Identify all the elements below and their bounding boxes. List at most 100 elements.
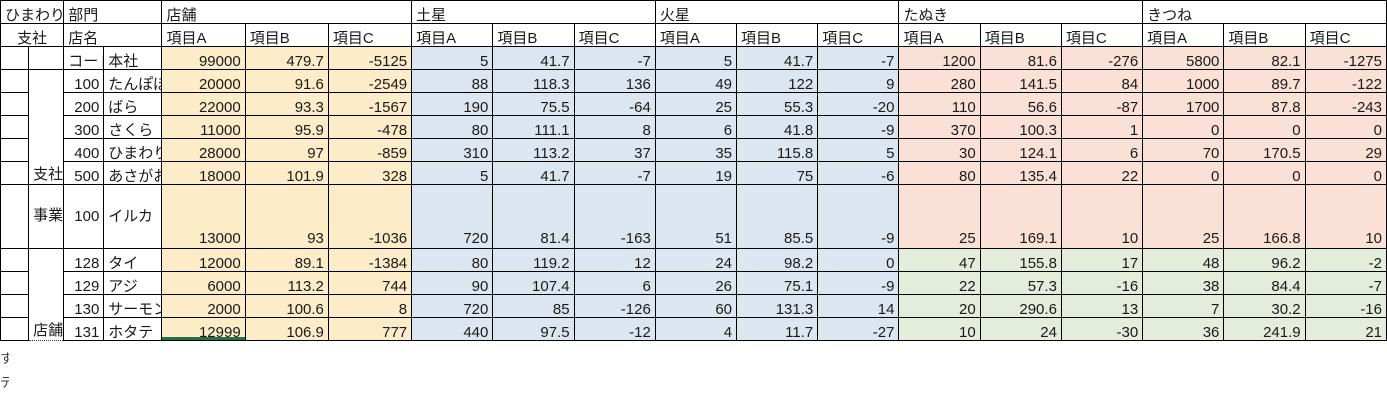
cell-r11-c3[interactable]: 777: [327, 317, 413, 341]
cell-r9-c5[interactable]: 107.4: [492, 271, 575, 295]
cell-r2-c5[interactable]: 118.3: [492, 69, 575, 93]
cell-r7-c11[interactable]: 169.1: [979, 184, 1062, 249]
cell-r4-c3[interactable]: -478: [327, 115, 413, 139]
cell-r1-c14[interactable]: 82.1: [1223, 46, 1306, 70]
cell-r8-c14[interactable]: 96.2: [1223, 248, 1306, 272]
cell-r6-c6[interactable]: -7: [573, 161, 656, 185]
row-code[interactable]: 129: [63, 271, 105, 295]
cell-r2-c3[interactable]: -2549: [327, 69, 413, 93]
cell-r5-c6[interactable]: 37: [573, 138, 656, 162]
cell-r1-c6[interactable]: -7: [573, 46, 656, 70]
cell-r10-c3[interactable]: 8: [327, 294, 413, 318]
cell-r3-c7[interactable]: 25: [654, 92, 738, 116]
cell-r4-c10[interactable]: 370: [898, 115, 981, 139]
active-cell[interactable]: 12999: [161, 317, 246, 341]
cell-r8-c4[interactable]: 80: [411, 248, 494, 272]
cell-r6-c9[interactable]: -6: [817, 161, 900, 185]
cell-r4-c2[interactable]: 95.9: [244, 115, 329, 139]
cell-r4-c5[interactable]: 111.1: [492, 115, 575, 139]
cell-r9-c15[interactable]: -7: [1304, 271, 1387, 295]
cell-r2-c14[interactable]: 89.7: [1223, 69, 1306, 93]
cell-r5-c12[interactable]: 6: [1060, 138, 1144, 162]
cell-r9-c13[interactable]: 38: [1142, 271, 1225, 295]
cell-r6-c3[interactable]: 328: [327, 161, 413, 185]
cell-r11-c14[interactable]: 241.9: [1223, 317, 1306, 341]
cell-r8-c15[interactable]: -2: [1304, 248, 1387, 272]
cell-r3-c4[interactable]: 190: [411, 92, 494, 116]
cell-r4-c12[interactable]: 1: [1060, 115, 1144, 139]
cell-r9-c2[interactable]: 113.2: [244, 271, 329, 295]
cell-r11-c7[interactable]: 4: [654, 317, 738, 341]
row-code[interactable]: 300: [63, 115, 105, 139]
cell-r2-c1[interactable]: 20000: [161, 69, 246, 93]
cell-r4-c8[interactable]: 41.8: [736, 115, 819, 139]
cell-r11-c12[interactable]: -30: [1060, 317, 1144, 341]
cell-r3-c15[interactable]: -243: [1304, 92, 1387, 116]
cell-r5-c10[interactable]: 30: [898, 138, 981, 162]
cell-r4-c1[interactable]: 11000: [161, 115, 246, 139]
cell-r1-c11[interactable]: 81.6: [979, 46, 1062, 70]
cell-r1-c8[interactable]: 41.7: [736, 46, 819, 70]
cell-r5-c11[interactable]: 124.1: [979, 138, 1062, 162]
cell-r3-c14[interactable]: 87.8: [1223, 92, 1306, 116]
cell-r3-c11[interactable]: 56.6: [979, 92, 1062, 116]
table-row[interactable]: 事業部100イルカ1300093-103672081.4-1635185.5-9…: [0, 184, 1387, 249]
cell-r5-c13[interactable]: 70: [1142, 138, 1225, 162]
cell-r6-c5[interactable]: 41.7: [492, 161, 575, 185]
cell-r3-c6[interactable]: -64: [573, 92, 656, 116]
cell-r1-c7[interactable]: 5: [654, 46, 738, 70]
cell-r5-c3[interactable]: -859: [327, 138, 413, 162]
cell-r3-c2[interactable]: 93.3: [244, 92, 329, 116]
cell-r8-c7[interactable]: 24: [654, 248, 738, 272]
cell-r6-c11[interactable]: 135.4: [979, 161, 1062, 185]
cell-r3-c8[interactable]: 55.3: [736, 92, 819, 116]
cell-r10-c15[interactable]: -16: [1304, 294, 1387, 318]
cell-r3-c10[interactable]: 110: [898, 92, 981, 116]
cell-r5-c9[interactable]: 5: [817, 138, 900, 162]
cell-r11-c9[interactable]: -27: [817, 317, 900, 341]
cell-r10-c1[interactable]: 2000: [161, 294, 246, 318]
cell-r2-c9[interactable]: 9: [817, 69, 900, 93]
cell-r9-c6[interactable]: 6: [573, 271, 656, 295]
row-code[interactable]: 100: [63, 69, 105, 93]
cell-r11-c5[interactable]: 97.5: [492, 317, 575, 341]
cell-r4-c13[interactable]: 0: [1142, 115, 1225, 139]
cell-r1-c2[interactable]: 479.7: [244, 46, 329, 70]
cell-r4-c7[interactable]: 6: [654, 115, 738, 139]
cell-r1-c12[interactable]: -276: [1060, 46, 1144, 70]
cell-r7-c10[interactable]: 25: [898, 184, 981, 249]
cell-r9-c1[interactable]: 6000: [161, 271, 246, 295]
cell-r7-c14[interactable]: 166.8: [1223, 184, 1306, 249]
cell-r6-c4[interactable]: 5: [411, 161, 494, 185]
cell-r1-c15[interactable]: -1275: [1304, 46, 1387, 70]
cell-r10-c4[interactable]: 720: [411, 294, 494, 318]
cell-r10-c5[interactable]: 85: [492, 294, 575, 318]
cell-r11-c15[interactable]: 21: [1304, 317, 1387, 341]
cell-r7-c12[interactable]: 10: [1060, 184, 1144, 249]
cell-r6-c13[interactable]: 0: [1142, 161, 1225, 185]
cell-r4-c6[interactable]: 8: [573, 115, 656, 139]
row-name[interactable]: ホタテ: [103, 317, 163, 341]
cell-r7-c5[interactable]: 81.4: [492, 184, 575, 249]
cell-r8-c10[interactable]: 47: [898, 248, 981, 272]
cell-r10-c2[interactable]: 100.6: [244, 294, 329, 318]
cell-r3-c1[interactable]: 22000: [161, 92, 246, 116]
cell-r5-c14[interactable]: 170.5: [1223, 138, 1306, 162]
cell-r3-c12[interactable]: -87: [1060, 92, 1144, 116]
cell-r7-c8[interactable]: 85.5: [736, 184, 819, 249]
cell-r1-c13[interactable]: 5800: [1142, 46, 1225, 70]
cell-r7-c6[interactable]: -163: [573, 184, 656, 249]
cell-r9-c8[interactable]: 75.1: [736, 271, 819, 295]
cell-r8-c13[interactable]: 48: [1142, 248, 1225, 272]
table-row[interactable]: コード本社99000479.7-5125541.7-7541.7-7120081…: [0, 46, 1387, 70]
cell-r1-c5[interactable]: 41.7: [492, 46, 575, 70]
cell-r10-c11[interactable]: 290.6: [979, 294, 1062, 318]
cell-r4-c14[interactable]: 0: [1223, 115, 1306, 139]
cell-r2-c12[interactable]: 84: [1060, 69, 1144, 93]
row-code[interactable]: 500: [63, 161, 105, 185]
cell-r6-c2[interactable]: 101.9: [244, 161, 329, 185]
cell-r11-c6[interactable]: -12: [573, 317, 656, 341]
cell-r9-c4[interactable]: 90: [411, 271, 494, 295]
cell-r5-c8[interactable]: 115.8: [736, 138, 819, 162]
cell-r2-c13[interactable]: 1000: [1142, 69, 1225, 93]
